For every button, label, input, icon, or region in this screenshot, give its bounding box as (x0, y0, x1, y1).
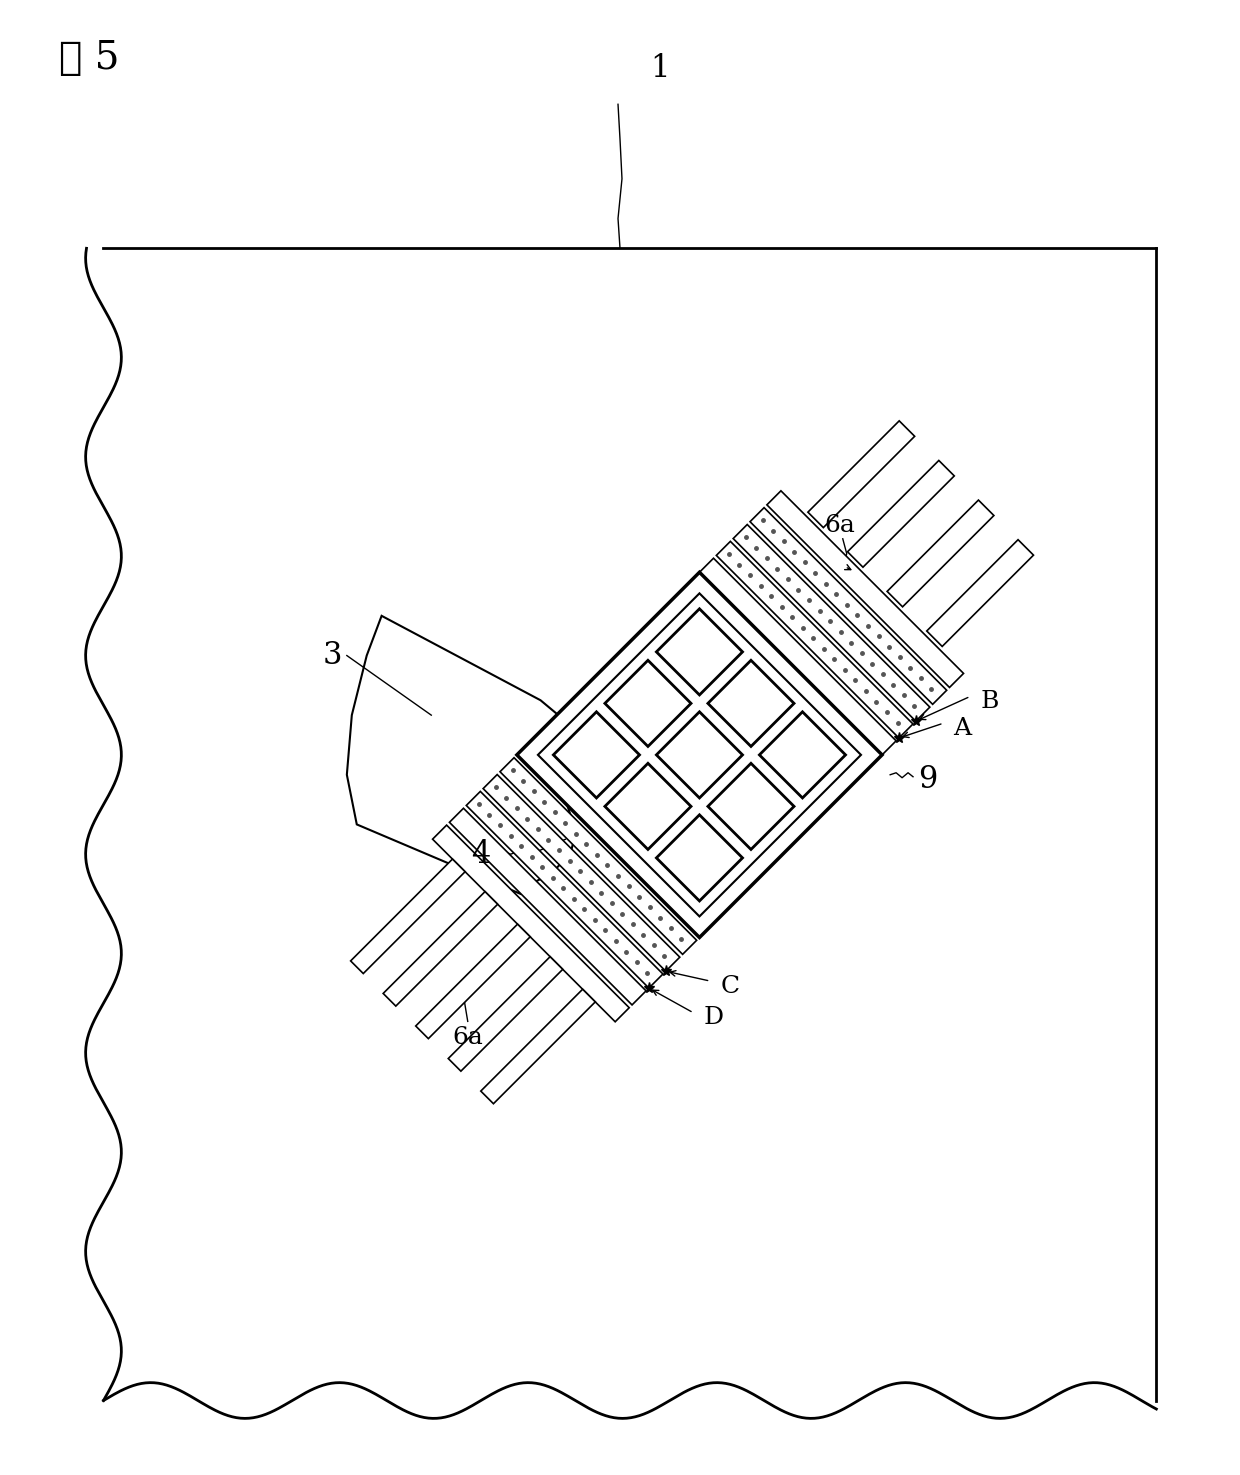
Polygon shape (766, 491, 963, 687)
Polygon shape (656, 712, 743, 798)
Polygon shape (708, 661, 794, 746)
Polygon shape (500, 758, 697, 954)
Polygon shape (383, 891, 497, 1006)
Polygon shape (750, 507, 946, 705)
Polygon shape (538, 593, 861, 916)
Polygon shape (808, 420, 915, 528)
Text: B: B (981, 690, 998, 712)
Polygon shape (708, 763, 794, 850)
Text: C: C (720, 975, 739, 997)
Polygon shape (553, 712, 640, 798)
Text: A: A (954, 717, 972, 739)
Text: D: D (703, 1006, 724, 1030)
Polygon shape (351, 858, 465, 974)
Polygon shape (847, 460, 955, 568)
Polygon shape (926, 540, 1033, 646)
Polygon shape (347, 617, 575, 894)
Text: 9: 9 (918, 764, 937, 795)
Polygon shape (433, 825, 629, 1022)
Polygon shape (466, 792, 663, 988)
Text: 3: 3 (322, 640, 342, 671)
Polygon shape (605, 661, 691, 746)
Polygon shape (887, 500, 994, 606)
Text: 図 5: 図 5 (58, 40, 119, 77)
Polygon shape (656, 609, 743, 695)
Polygon shape (699, 558, 897, 755)
Polygon shape (717, 541, 913, 738)
Polygon shape (481, 990, 595, 1103)
Polygon shape (656, 814, 743, 901)
Text: 6a: 6a (453, 1027, 484, 1049)
Text: 6a: 6a (825, 513, 856, 537)
Text: 4: 4 (471, 839, 491, 870)
Text: 1: 1 (650, 53, 670, 84)
Polygon shape (733, 525, 930, 721)
Polygon shape (759, 712, 846, 798)
Polygon shape (449, 808, 646, 1004)
Polygon shape (448, 957, 563, 1071)
Polygon shape (517, 572, 882, 938)
Polygon shape (605, 763, 691, 850)
Polygon shape (415, 925, 531, 1038)
Polygon shape (484, 774, 680, 971)
